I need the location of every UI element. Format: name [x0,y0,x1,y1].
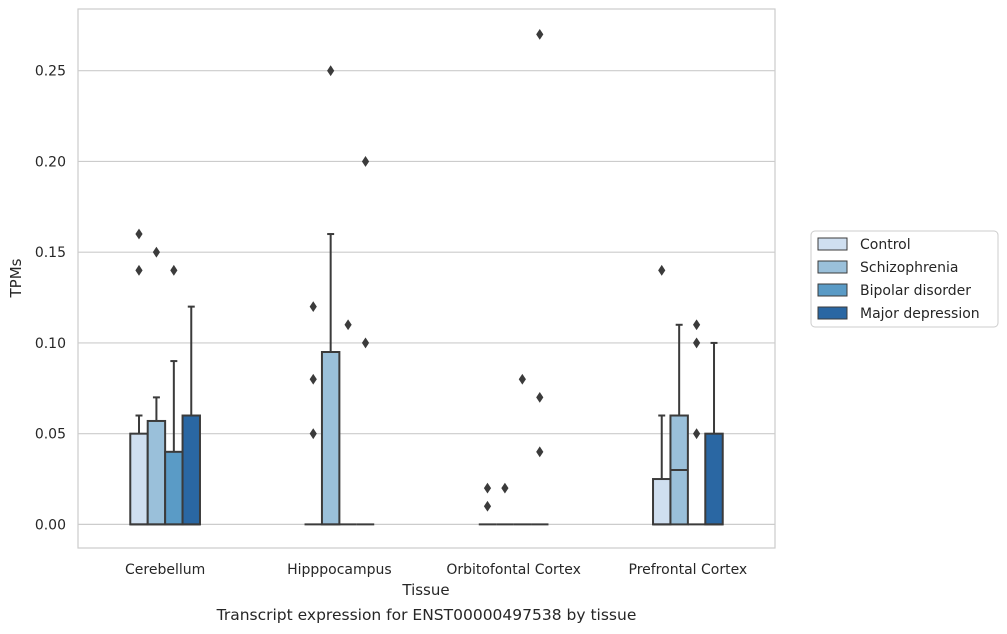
outlier-point [135,264,143,276]
box-3-3 [704,341,724,526]
outlier-point [152,246,161,258]
box-body [164,450,184,526]
y-axis-title: TPMs [7,258,25,298]
outlier-point [327,65,335,77]
x-tick-label: Orbitofontal Cortex [446,562,581,578]
y-tick-label: 0.20 [35,154,66,170]
y-tick-label: 0.05 [35,427,66,443]
y-tick-label: 0.15 [35,245,66,261]
x-tick-label: Hipppocampus [287,562,392,578]
outlier-point [170,264,178,276]
outlier-point [692,428,701,440]
box-body [146,419,167,526]
x-tick-labels: Cerebellum Hipppocampus Orbitofontal Corte… [125,562,747,578]
legend-swatch [817,237,848,251]
boxes [129,233,724,526]
outlier-point [536,29,544,40]
x-axis-title: Tissue [401,581,449,599]
box-3-0 [652,414,672,526]
legend-swatch [817,260,848,274]
y-tick-label: 0.25 [35,64,66,80]
outlier-point [483,500,492,512]
box-0-3 [181,305,201,526]
legend-frame [810,230,999,328]
outlier-point [309,373,317,385]
outlier-point [692,319,701,331]
outliers [135,29,701,512]
box-3-1 [669,323,689,526]
box-body [181,414,201,526]
outlier-point [658,264,666,276]
outlier-point [518,373,526,385]
legend-label: Schizophrenia [860,260,958,276]
outlier-point [483,482,492,494]
box-1-1 [320,233,341,526]
y-tick-labels: 0.00 0.05 0.10 0.15 0.20 0.25 [35,64,66,534]
box-body [320,351,341,526]
legend-label: Major depression [860,306,980,322]
figure-caption: Transcript expression for ENST0000049753… [216,606,637,624]
outlier-point [536,391,544,403]
outlier-point [501,482,509,494]
box-body [129,432,149,526]
box-body [652,478,672,526]
outlier-point [309,301,317,313]
legend: Control Schizophrenia Bipolar disorder Majo… [810,230,999,328]
outlier-point [361,156,370,167]
legend-label: Bipolar disorder [860,283,971,299]
legend-swatch [817,306,848,320]
outlier-point [309,428,317,440]
outlier-point [361,337,370,349]
x-tick-label: Cerebellum [125,562,205,578]
box-body [704,432,724,526]
x-tick-label: Prefrontal Cortex [629,562,748,578]
outlier-point [135,228,143,240]
legend-swatch [817,283,848,297]
outlier-point [692,337,701,349]
outlier-point [344,319,352,331]
y-tick-label: 0.10 [35,336,66,352]
y-tick-label: 0.00 [35,517,66,533]
outlier-point [536,446,544,458]
legend-label: Control [860,237,911,253]
